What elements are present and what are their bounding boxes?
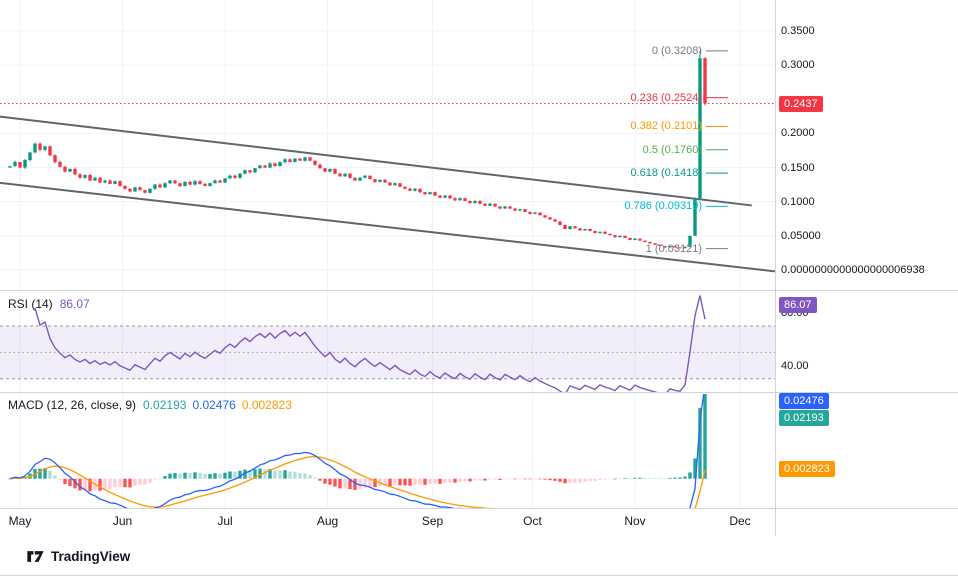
price-scale[interactable]	[776, 0, 958, 508]
rsi-line	[34, 295, 706, 392]
tradingview-logo-icon	[27, 551, 44, 562]
price-pane	[0, 50, 775, 273]
macd-signal-badge: 0.002823	[779, 461, 835, 478]
macd-line-value: 0.02476	[192, 398, 236, 412]
macd-title: MACD (12, 26, close, 9)	[8, 398, 137, 412]
rsi-pane	[0, 295, 775, 392]
channel-trendline-lower	[0, 181, 775, 273]
macd-histogram-value: 0.02193	[143, 398, 187, 412]
tradingview-logo-text: TradingView	[51, 549, 131, 564]
macd-line-badge: 0.02476	[779, 393, 829, 409]
macd-line	[9, 394, 705, 508]
rsi-badge: 86.07	[779, 296, 817, 313]
macd-indicator-header[interactable]: MACD (12, 26, close, 9) 0.02193 0.02476 …	[8, 398, 292, 412]
price-badge: 0.2437	[779, 95, 823, 112]
macd-signal-line	[9, 455, 706, 508]
tradingview-attribution[interactable]: TradingView	[26, 548, 130, 565]
macd-pane	[8, 394, 707, 508]
gridlines	[0, 0, 775, 508]
macd-histogram-badge: 0.02193	[779, 410, 829, 426]
rsi-indicator-header[interactable]: RSI (14) 86.07	[8, 297, 90, 311]
time-scale[interactable]	[0, 509, 958, 537]
rsi-value: 86.07	[59, 297, 90, 311]
candles	[8, 50, 707, 249]
rsi-title: RSI (14)	[8, 297, 53, 311]
macd-signal-value: 0.002823	[241, 398, 292, 412]
macd-header-values: 0.02193 0.02476 0.002823	[143, 398, 292, 412]
channel-trendline-upper	[0, 115, 752, 207]
